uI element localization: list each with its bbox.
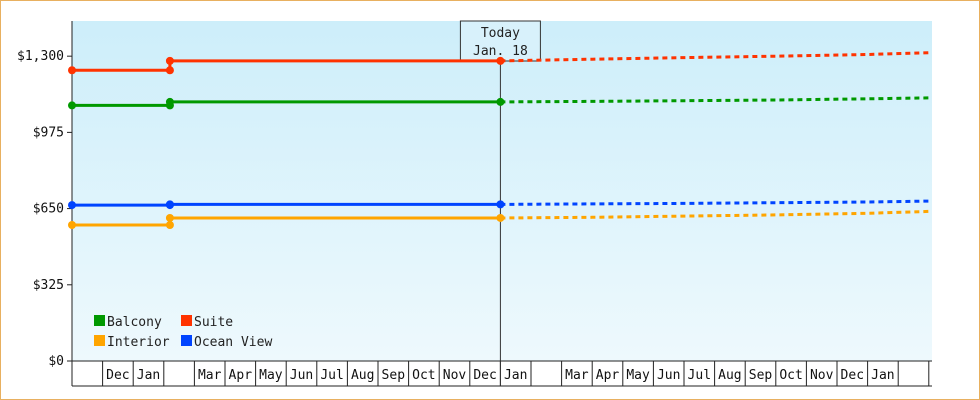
series-layer	[68, 51, 929, 229]
x-month-label: Dec	[106, 368, 129, 383]
today-box	[459, 20, 541, 62]
x-month-label: May	[259, 368, 283, 383]
legend-label: Suite	[194, 315, 233, 330]
x-month-label: Oct	[412, 368, 435, 383]
legend: Balcony Suite Interior Ocean View	[94, 315, 272, 350]
legend-label: Interior	[107, 335, 170, 350]
y-axis: $0 $325 $650 $975 $1,300	[17, 21, 73, 369]
legend-label: Balcony	[107, 315, 162, 330]
x-month-label: Aug	[718, 368, 741, 383]
series-forecast-line	[500, 96, 929, 104]
series-point	[68, 201, 76, 210]
legend-swatch	[181, 335, 192, 346]
series-point	[68, 66, 76, 75]
legend-swatch	[94, 335, 105, 346]
y-tick-label: $1,300	[17, 49, 64, 64]
series-point	[68, 221, 76, 229]
x-month-label: Nov	[443, 368, 467, 383]
x-month-label: Jan	[504, 368, 527, 383]
series-history-line	[72, 59, 501, 72]
x-month-label: Sep	[749, 368, 773, 383]
x-month-label: Oct	[779, 368, 802, 383]
y-tick-label: $0	[48, 354, 64, 369]
series-point	[165, 56, 174, 65]
x-month-label: Jul	[320, 368, 343, 383]
legend-swatch	[181, 315, 192, 326]
series-point	[165, 66, 174, 75]
x-month-label: Sep	[382, 368, 406, 383]
x-month-label: Apr	[229, 368, 253, 383]
series-point	[496, 56, 505, 65]
x-month-label: Nov	[810, 368, 834, 383]
x-month-label: Aug	[351, 368, 374, 383]
x-month-label: Dec	[841, 368, 864, 383]
x-month-label: Jan	[871, 368, 894, 383]
series-history-line	[72, 202, 501, 207]
y-tick-label: $650	[33, 202, 64, 217]
series-point	[496, 200, 505, 209]
series-forecast-line	[500, 199, 929, 206]
series-point	[68, 101, 76, 110]
x-month-label: Jul	[688, 368, 711, 383]
x-month-label: Apr	[596, 368, 620, 383]
x-month-label: Jun	[657, 368, 680, 383]
series-point	[165, 221, 174, 229]
legend-label: Ocean View	[194, 335, 272, 350]
series-point	[165, 200, 174, 209]
series-interior	[68, 209, 929, 229]
series-point	[496, 97, 505, 106]
plot-background	[72, 21, 932, 361]
series-point	[165, 213, 174, 222]
x-axis: Dec Jan Mar Apr May Jun Jul Aug Sep Oct Nov Dec Jan M…	[71, 360, 932, 387]
series-forecast-line	[500, 209, 929, 220]
today-label: Today	[481, 26, 520, 41]
legend-swatch	[94, 315, 105, 326]
today-date: Jan. 18	[473, 44, 528, 59]
series-suite	[68, 51, 929, 75]
x-month-label: Jan	[137, 368, 160, 383]
series-balcony	[68, 96, 929, 110]
series-forecast-line	[500, 51, 929, 63]
x-month-label: Dec	[473, 368, 496, 383]
y-tick-label: $325	[33, 278, 64, 293]
x-month-label: Mar	[198, 368, 222, 383]
series-ocean-view	[68, 199, 929, 210]
x-month-label: Jun	[290, 368, 313, 383]
x-month-label: Mar	[565, 368, 589, 383]
today-marker: Today Jan. 18	[459, 20, 541, 386]
x-month-label: May	[626, 368, 650, 383]
series-point	[165, 97, 174, 106]
series-point	[496, 213, 505, 222]
y-tick-label: $975	[33, 125, 64, 140]
